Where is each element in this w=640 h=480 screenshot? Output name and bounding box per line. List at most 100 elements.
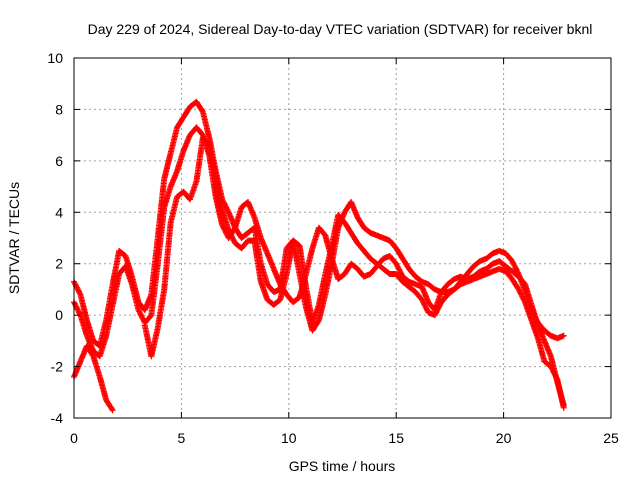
trace-segment — [413, 290, 425, 302]
trace-segment — [419, 298, 431, 315]
x-tick-label: 0 — [70, 430, 78, 446]
trace-segment — [161, 221, 174, 291]
trace-segment — [291, 295, 302, 305]
trace-segment — [271, 267, 283, 286]
trace-segment — [554, 377, 567, 410]
trace-segment — [509, 259, 521, 276]
trace-segment — [181, 105, 193, 119]
trace-segment — [181, 133, 193, 153]
trace-segment — [239, 230, 250, 241]
trace-segment — [277, 272, 290, 302]
x-tick-label: 25 — [603, 430, 619, 446]
grid-lines — [74, 58, 611, 418]
y-tick-label: 0 — [55, 307, 63, 323]
trace-segment — [471, 259, 482, 269]
trace-segment — [226, 228, 238, 245]
trace-segment — [291, 238, 302, 248]
x-tick-label: 5 — [178, 430, 186, 446]
y-tick-label: 6 — [55, 153, 63, 169]
trace-segment — [522, 300, 534, 322]
trace-segment — [535, 323, 547, 343]
trace-segment — [168, 195, 180, 225]
trace-segment — [174, 149, 187, 173]
trace-segment — [426, 282, 437, 292]
trace-segment — [368, 264, 379, 276]
trace-segment — [452, 282, 463, 292]
trace-segment — [439, 292, 450, 305]
trace-segment — [239, 238, 251, 251]
trace-segment — [394, 272, 405, 284]
data-point — [109, 407, 116, 414]
y-axis-label: SDTVAR / TECUs — [6, 182, 22, 294]
trace-segment — [407, 284, 418, 295]
x-axis-label: GPS time / hours — [289, 458, 396, 474]
trace-segment — [245, 200, 257, 219]
plot-frame — [73, 57, 612, 419]
trace-segment — [419, 285, 431, 304]
trace-segment — [84, 318, 96, 343]
trace-segment — [310, 303, 322, 325]
trace-segment — [542, 359, 553, 369]
trace-segment — [213, 195, 225, 227]
trace-segment — [110, 272, 122, 307]
data-point — [560, 332, 567, 339]
trace-segment — [296, 244, 309, 289]
trace-segment — [161, 185, 174, 209]
trace-segment — [510, 269, 521, 279]
x-tick-label: 10 — [281, 430, 297, 446]
trace-segment — [251, 215, 264, 240]
trace-segment — [484, 261, 495, 271]
trace-segment — [348, 200, 360, 219]
x-tick-label: 20 — [496, 430, 512, 446]
y-tick-label: 10 — [47, 50, 63, 66]
trace-segment — [316, 293, 328, 322]
data-layer — [71, 98, 567, 414]
trace-segment — [503, 269, 515, 281]
trace-segment — [97, 334, 109, 358]
trace-segment — [368, 256, 379, 266]
trace-segment — [522, 282, 535, 307]
trace-segment — [336, 213, 347, 225]
trace-segment — [77, 313, 90, 338]
trace-segment — [251, 239, 264, 284]
trace-segment — [535, 336, 547, 363]
trace-segment — [104, 398, 115, 412]
trace-segment — [200, 110, 212, 140]
trace-segment — [194, 125, 205, 137]
trace-segment — [355, 241, 367, 253]
trace-segment — [232, 205, 245, 230]
trace-segment — [432, 300, 444, 317]
trace-segment — [219, 208, 232, 232]
trace-segment — [381, 266, 392, 277]
trace-segment — [148, 262, 161, 317]
trace-segment — [407, 267, 418, 279]
y-tick-label: 8 — [55, 101, 63, 117]
trace-segment — [174, 115, 186, 130]
trace-segment — [168, 125, 180, 155]
trace-segment — [316, 225, 328, 238]
trace-segment — [155, 205, 167, 266]
trace-segment — [393, 262, 405, 279]
trace-segment — [542, 328, 553, 338]
trace-segment — [316, 272, 328, 307]
trace-segment — [542, 339, 554, 358]
trace-segment — [400, 279, 411, 289]
y-tick-label: 4 — [55, 204, 63, 220]
trace-segment — [387, 238, 399, 251]
trace-segment — [117, 248, 128, 259]
series-track-2 — [71, 124, 567, 409]
trace-segment — [516, 274, 528, 287]
trace-segment — [161, 151, 174, 181]
trace-segment — [264, 251, 277, 271]
trace-segment — [349, 261, 360, 271]
trace-segment — [548, 365, 560, 381]
trace-segment — [77, 293, 90, 322]
trace-segment — [445, 287, 457, 297]
trace-segment — [465, 264, 476, 276]
trace-segment — [155, 288, 167, 330]
trace-segment — [97, 318, 109, 348]
trace-segment — [361, 249, 373, 261]
trace-segment — [342, 220, 354, 235]
trace-segment — [445, 277, 457, 287]
